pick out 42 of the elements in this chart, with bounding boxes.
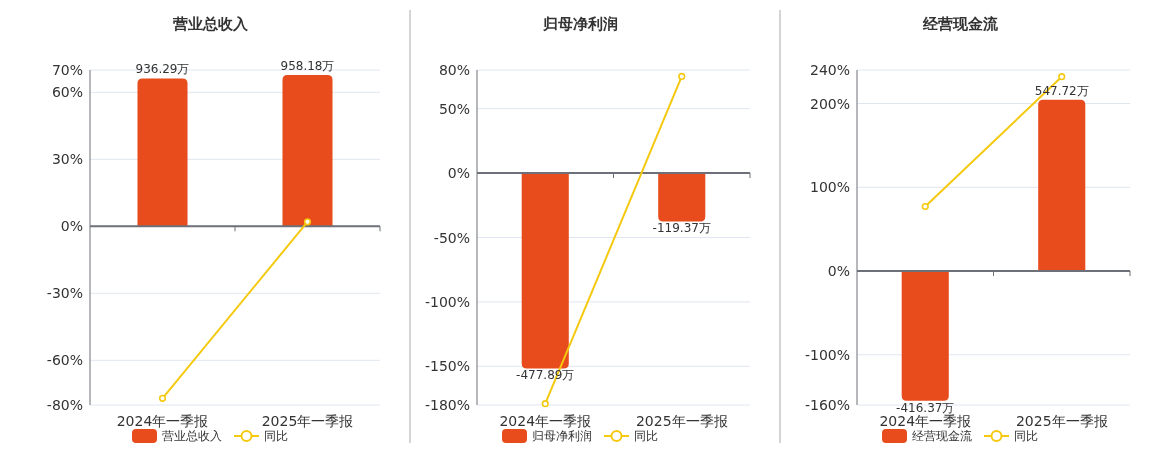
x-tick-label: 2024年一季报 bbox=[879, 413, 972, 429]
legend-label: 归母净利润 bbox=[532, 429, 592, 443]
x-tick-label: 2025年一季报 bbox=[261, 413, 354, 429]
data-label: 958.18万 bbox=[280, 59, 335, 74]
y-tick-label: -160% bbox=[804, 397, 850, 413]
y-tick-label: -80% bbox=[46, 397, 83, 413]
legend: 营业总收入 同比 bbox=[132, 429, 288, 443]
legend: 归母净利润 同比 bbox=[502, 429, 658, 443]
x-tick-label: 2024年一季报 bbox=[116, 413, 209, 429]
y-tick-label: 0% bbox=[60, 218, 83, 235]
legend-label: 同比 bbox=[634, 429, 658, 443]
legend-label: 同比 bbox=[1014, 429, 1038, 443]
y-tick-label: 60% bbox=[51, 84, 83, 101]
y-tick-label: -60% bbox=[46, 352, 83, 369]
y-tick-label: 50% bbox=[438, 100, 470, 117]
y-tick-label: -30% bbox=[46, 285, 83, 302]
y-tick-label: 240% bbox=[809, 62, 850, 78]
y-tick-label: 100% bbox=[809, 179, 850, 196]
legend: 经营现金流 同比 bbox=[882, 429, 1038, 443]
chart-title: 经营现金流 bbox=[921, 15, 999, 33]
y-tick-label: -100% bbox=[804, 346, 850, 363]
y-tick-label: -180% bbox=[424, 397, 470, 413]
y-tick-label: 0% bbox=[447, 165, 470, 182]
data-label: -416.37万 bbox=[896, 400, 955, 415]
x-tick-label: 2025年一季报 bbox=[1015, 413, 1108, 429]
y-tick-label: 30% bbox=[51, 151, 83, 168]
legend-label: 同比 bbox=[264, 429, 288, 443]
chart-title: 营业总收入 bbox=[171, 15, 249, 33]
x-tick-label: 2024年一季报 bbox=[499, 413, 592, 429]
x-tick-label: 2025年一季报 bbox=[635, 413, 728, 429]
data-label: 936.29万 bbox=[135, 62, 190, 77]
y-tick-label: 200% bbox=[809, 95, 850, 112]
y-tick-label: 0% bbox=[827, 263, 850, 279]
y-tick-label: -50% bbox=[433, 229, 470, 246]
y-tick-label: 80% bbox=[438, 62, 470, 78]
legend-label: 经营现金流 bbox=[912, 429, 972, 443]
y-tick-label: 70% bbox=[51, 62, 83, 78]
legend-label: 营业总收入 bbox=[162, 429, 222, 443]
y-tick-label: -100% bbox=[424, 293, 470, 310]
data-label: -119.37万 bbox=[652, 221, 711, 236]
chart-title: 归母净利润 bbox=[541, 15, 618, 33]
y-tick-label: -150% bbox=[424, 358, 470, 375]
